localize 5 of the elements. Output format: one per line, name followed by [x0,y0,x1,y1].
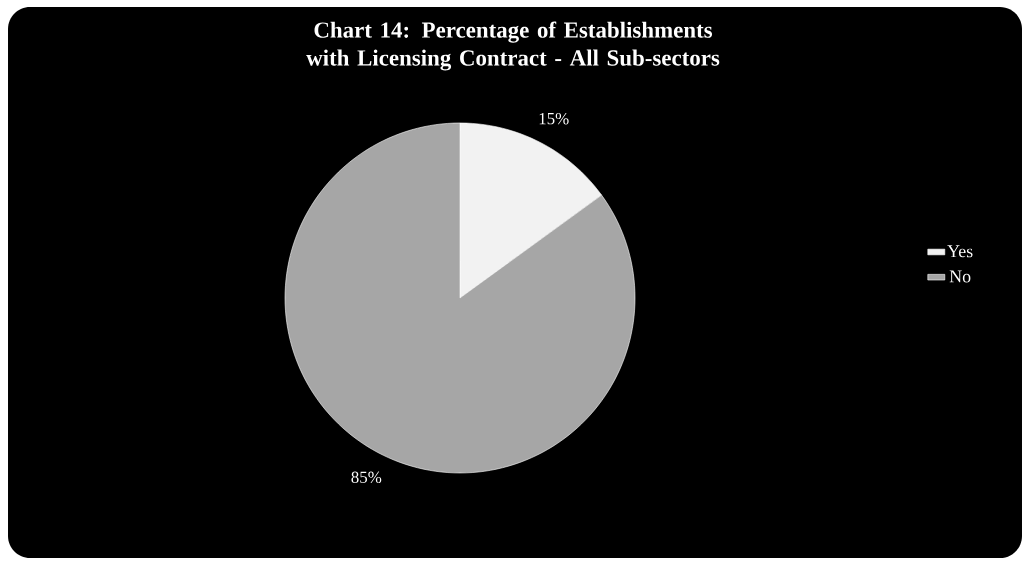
legend-label: No [949,270,971,283]
legend-label: Yes [947,245,973,258]
data-label: 85% [351,471,382,484]
data-label: 15% [539,112,569,125]
chart-title: Chart 14: Percentage of Establishments with Licensing Contract - All Sub-sectors [306,21,720,71]
